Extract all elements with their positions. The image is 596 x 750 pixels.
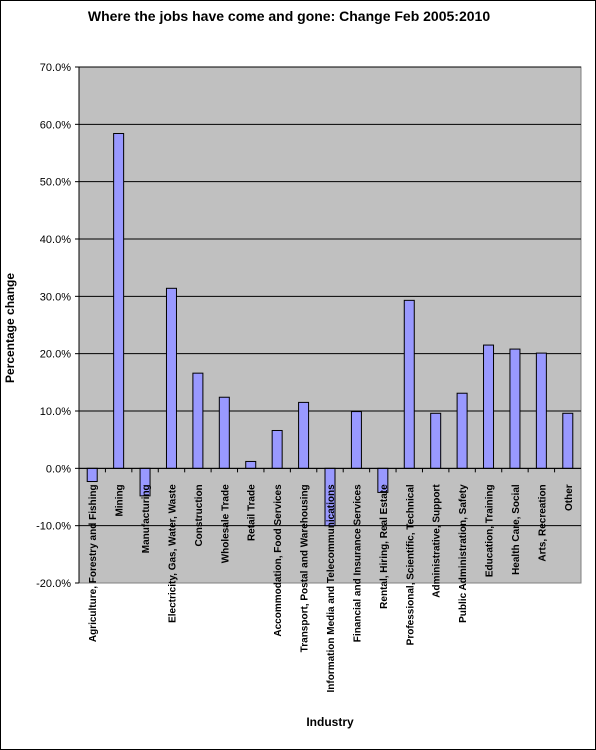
bar bbox=[298, 401, 310, 469]
bar bbox=[218, 396, 230, 469]
y-axis-label: Percentage change bbox=[3, 273, 17, 383]
y-tick-label: 0.0% bbox=[46, 463, 71, 475]
bar bbox=[350, 411, 362, 469]
bar bbox=[86, 467, 98, 483]
x-tick-label: Health Care, Social bbox=[511, 484, 522, 575]
x-tick-label: Manufacturing bbox=[141, 484, 152, 553]
bar bbox=[509, 348, 521, 469]
x-axis-ticks: Agriculture, Forestry and Fishing Mining M… bbox=[78, 467, 581, 693]
x-tick-label: Wholesale Trade bbox=[220, 484, 231, 563]
x-tick-label: Financial and Insurance Services bbox=[352, 484, 363, 642]
bar bbox=[430, 412, 442, 469]
y-tick-label: 70.0% bbox=[40, 62, 71, 74]
x-tick-label: Electricity, Gas, Water, Waste bbox=[167, 484, 178, 623]
y-tick-label: -20.0% bbox=[36, 578, 71, 590]
y-axis-ticks: 70.0% 60.0% 50.0% 40.0% 30.0% 20.0% 10.0% 0.0% -… bbox=[36, 62, 80, 590]
y-tick-label: 60.0% bbox=[40, 119, 71, 131]
y-tick-label: 40.0% bbox=[40, 234, 71, 246]
x-tick-label: Education, Training bbox=[485, 484, 496, 577]
bar bbox=[245, 460, 257, 469]
x-tick-label: Arts, Recreation bbox=[537, 484, 548, 561]
x-tick-label: Agriculture, Forestry and Fishing bbox=[88, 484, 99, 642]
x-tick-label: Accommodation, Food Services bbox=[273, 484, 284, 637]
x-tick-label: Professional, Scientific, Technical bbox=[405, 484, 416, 645]
bar bbox=[535, 352, 547, 469]
y-tick-label: -10.0% bbox=[36, 521, 71, 533]
x-tick-label: Retail Trade bbox=[247, 484, 258, 541]
bar bbox=[562, 412, 574, 469]
bar bbox=[192, 372, 204, 469]
x-tick-label: Rental, Hiring, Real Estate bbox=[379, 484, 390, 609]
y-tick-label: 20.0% bbox=[40, 349, 71, 361]
y-tick-label: 30.0% bbox=[40, 291, 71, 303]
bar bbox=[165, 287, 177, 469]
bar bbox=[113, 133, 125, 469]
bar bbox=[456, 392, 468, 469]
x-tick-label: Information Media and Telecommunications bbox=[326, 484, 337, 693]
y-tick-label: 10.0% bbox=[40, 406, 71, 418]
x-tick-label: Transport, Postal and Warehousing bbox=[300, 484, 311, 652]
bar bbox=[483, 344, 495, 469]
bar bbox=[403, 299, 415, 469]
bars bbox=[86, 133, 574, 527]
chart-title: Where the jobs have come and gone: Chang… bbox=[88, 8, 490, 24]
x-axis-label: Industry bbox=[306, 715, 354, 729]
bar bbox=[271, 429, 283, 469]
y-tick-label: 50.0% bbox=[40, 177, 71, 189]
x-tick-label: Mining bbox=[115, 484, 126, 516]
x-tick-label: Administrative, Support bbox=[432, 484, 443, 598]
x-tick-label: Other bbox=[564, 484, 575, 511]
x-tick-label: Public Administration, Safety bbox=[458, 484, 469, 623]
x-tick-label: Construction bbox=[194, 484, 205, 546]
